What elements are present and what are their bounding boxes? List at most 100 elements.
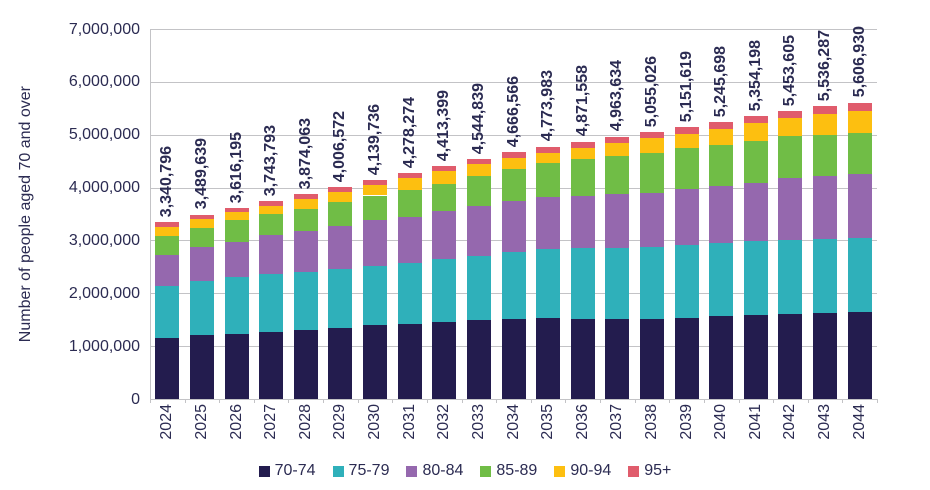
bar-total-label: 4,871,558 xyxy=(573,65,591,137)
bar-2031-segment-70-74 xyxy=(397,323,422,399)
bar-2032-segment-80-84 xyxy=(432,211,457,260)
bar-2024-segment-95+ xyxy=(155,222,180,228)
x-tick-label: 2035 xyxy=(539,404,557,440)
bar-2025-segment-70-74 xyxy=(189,335,214,399)
bar-2031-segment-95+ xyxy=(397,172,422,179)
bar-2044-segment-70-74 xyxy=(847,312,872,399)
bar-2044-segment-95+ xyxy=(847,102,872,111)
x-axis-tick xyxy=(842,399,844,403)
bar-2024-segment-80-84 xyxy=(155,254,180,287)
bar-2029-segment-95+ xyxy=(328,187,353,193)
bar-2031-segment-85-89 xyxy=(397,189,422,217)
bar-total-label: 5,453,605 xyxy=(781,34,799,106)
bar-total-label: 4,006,572 xyxy=(331,111,349,183)
bar-total-label: 5,055,026 xyxy=(642,55,660,127)
bar-2024-segment-75-79 xyxy=(155,286,180,338)
bar-2029-segment-90-94 xyxy=(328,192,353,203)
bar-2041-segment-90-94 xyxy=(743,123,768,142)
bar-2034-segment-80-84 xyxy=(501,201,526,253)
legend-label-75-79: 75-79 xyxy=(348,462,390,479)
x-axis-tick xyxy=(703,399,705,403)
x-axis-tick xyxy=(150,399,151,403)
bar-2035-segment-95+ xyxy=(536,146,561,153)
bar-2027-segment-80-84 xyxy=(259,235,284,275)
bar-2025-segment-80-84 xyxy=(189,247,214,281)
bar-2042-segment-75-79 xyxy=(778,240,803,314)
bar-2044-segment-90-94 xyxy=(847,110,872,134)
y-tick-label: 3,000,000 xyxy=(68,231,140,249)
bar-2036-segment-90-94 xyxy=(570,147,595,159)
bar-2037-segment-85-89 xyxy=(605,155,630,194)
bar-2042-segment-95+ xyxy=(778,110,803,119)
x-tick-label: 2038 xyxy=(642,404,660,440)
y-axis-title: Number of people aged 70 and over xyxy=(12,29,40,399)
bar-2040-segment-85-89 xyxy=(709,144,734,186)
x-tick-label: 2034 xyxy=(504,404,522,440)
bar-2030-segment-70-74 xyxy=(363,325,388,399)
y-axis-line xyxy=(150,29,151,399)
legend-label-70-74: 70-74 xyxy=(274,462,316,479)
bar-2027-segment-85-89 xyxy=(259,214,284,236)
bar-2027-segment-75-79 xyxy=(259,274,284,333)
x-axis-tick xyxy=(600,399,602,403)
bar-2038-segment-80-84 xyxy=(639,192,664,248)
bar-2034-segment-75-79 xyxy=(501,252,526,320)
bar-2043-segment-95+ xyxy=(813,106,838,115)
bar-2040-segment-95+ xyxy=(709,121,734,129)
bar-2038-segment-75-79 xyxy=(639,247,664,320)
x-tick-label: 2037 xyxy=(608,404,626,440)
bar-total-label: 3,616,195 xyxy=(227,131,245,203)
bar-2031-segment-80-84 xyxy=(397,216,422,264)
bar-2025-segment-85-89 xyxy=(189,227,214,248)
bar-total-label: 4,963,634 xyxy=(608,60,626,132)
bar-2030-segment-80-84 xyxy=(363,220,388,267)
bar-2028-segment-70-74 xyxy=(293,330,318,399)
bar-total-label: 4,139,736 xyxy=(366,104,384,176)
bar-2044-segment-85-89 xyxy=(847,133,872,175)
bar-2038-segment-85-89 xyxy=(639,152,664,193)
bar-2041-segment-85-89 xyxy=(743,141,768,183)
bar-2026-segment-70-74 xyxy=(224,333,249,399)
x-axis-tick xyxy=(877,399,878,403)
bar-2041-segment-75-79 xyxy=(743,241,768,315)
x-tick-label: 2044 xyxy=(850,404,868,440)
bar-2032-segment-95+ xyxy=(432,165,457,172)
bar-2043-segment-90-94 xyxy=(813,114,838,135)
y-gridline xyxy=(150,399,877,400)
bar-2036-segment-80-84 xyxy=(570,196,595,249)
bar-total-label: 5,354,198 xyxy=(746,39,764,111)
x-axis-tick xyxy=(392,399,394,403)
bar-2038-segment-90-94 xyxy=(639,138,664,153)
bar-2038-segment-95+ xyxy=(639,131,664,139)
x-tick-label: 2031 xyxy=(400,404,418,440)
x-axis-tick xyxy=(253,399,255,403)
bar-total-label: 5,536,287 xyxy=(816,30,834,102)
bar-2039-segment-75-79 xyxy=(674,244,699,318)
bar-2031-segment-75-79 xyxy=(397,263,422,324)
bar-2044-segment-75-79 xyxy=(847,238,872,313)
x-axis-tick xyxy=(357,399,359,403)
bar-2039-segment-70-74 xyxy=(674,317,699,399)
legend-label-90-94: 90-94 xyxy=(570,462,612,479)
bar-2042-segment-90-94 xyxy=(778,118,803,137)
legend-item-85-89: 85-89 xyxy=(480,462,537,480)
bar-2041-segment-80-84 xyxy=(743,182,768,242)
y-tick-label: 6,000,000 xyxy=(68,73,140,91)
bar-2032-segment-70-74 xyxy=(432,321,457,399)
bar-2034-segment-70-74 xyxy=(501,319,526,399)
x-axis-tick xyxy=(323,399,325,403)
bar-2027-segment-90-94 xyxy=(259,205,284,214)
bar-2028-segment-75-79 xyxy=(293,271,318,331)
bar-2030-segment-95+ xyxy=(363,180,388,186)
legend-swatch-95+ xyxy=(628,465,640,477)
x-axis-tick xyxy=(219,399,221,403)
x-tick-label: 2036 xyxy=(573,404,591,440)
bar-total-label: 4,413,399 xyxy=(435,89,453,161)
x-axis-tick xyxy=(426,399,428,403)
x-axis-tick xyxy=(565,399,567,403)
legend-label-85-89: 85-89 xyxy=(496,462,538,479)
bar-total-label: 5,151,619 xyxy=(677,50,695,122)
bar-2029-segment-80-84 xyxy=(328,225,353,269)
bar-2033-segment-95+ xyxy=(466,158,491,165)
x-axis-tick xyxy=(738,399,740,403)
